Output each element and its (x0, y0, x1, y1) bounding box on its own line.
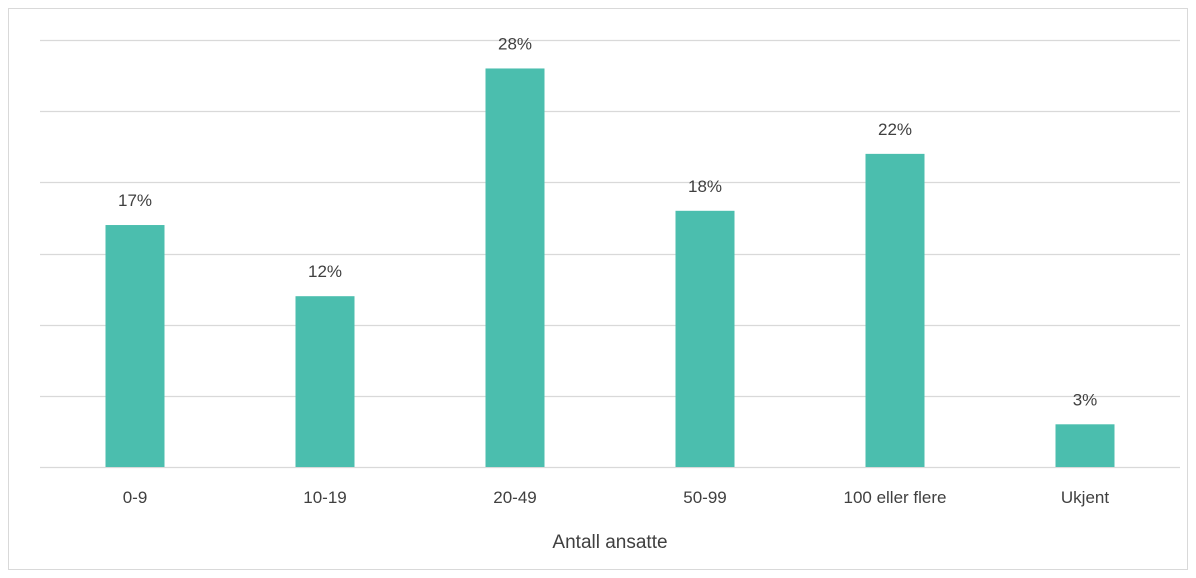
gridlines (40, 39, 1180, 469)
bar-ukjent (1055, 424, 1115, 467)
x-tick-label: 10-19 (303, 488, 346, 507)
data-label: 17% (118, 191, 152, 210)
data-label: 18% (688, 177, 722, 196)
x-tick-label: 100 eller flere (843, 488, 946, 507)
x-tick-label: 20-49 (493, 488, 536, 507)
data-label: 3% (1073, 390, 1098, 409)
x-tick-label: 0-9 (123, 488, 148, 507)
bar-50-99 (675, 210, 735, 468)
bars (105, 68, 1115, 468)
x-tick-labels: 0-9 10-19 20-49 50-99 100 eller flere Ukjent (123, 488, 1110, 507)
x-tick-label: Ukjent (1061, 488, 1109, 507)
x-axis-title: Antall ansatte (552, 532, 667, 553)
bar-100-eller-flere (865, 153, 925, 467)
data-label: 28% (498, 34, 532, 53)
bar-0-9 (105, 225, 165, 467)
data-label: 12% (308, 262, 342, 281)
chart-frame (8, 8, 1188, 570)
x-tick-label: 50-99 (683, 488, 726, 507)
data-label: 22% (878, 120, 912, 139)
bar-20-49 (485, 68, 545, 467)
data-labels: 17% 12% 28% 18% 22% 3% (118, 34, 1097, 409)
bar-10-19 (295, 296, 355, 467)
